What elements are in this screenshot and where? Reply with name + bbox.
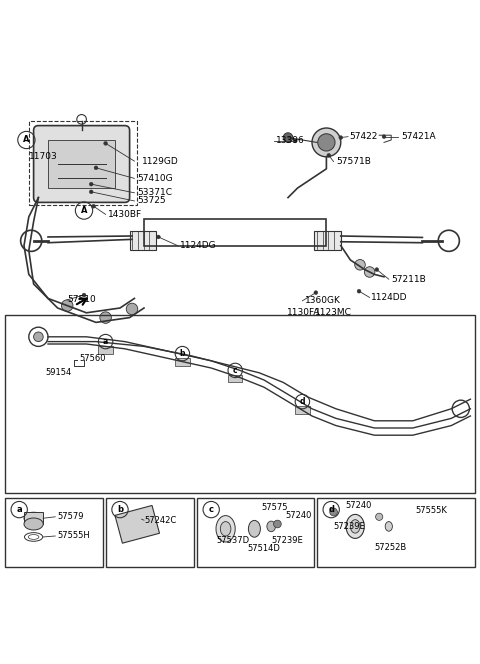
Bar (228, 375, 242, 382)
Text: 1130FA: 1130FA (287, 308, 320, 317)
Text: 57510: 57510 (67, 295, 96, 304)
Text: b: b (117, 505, 123, 514)
Bar (5, 315, 475, 493)
Bar (5, 497, 103, 567)
Text: 1124DD: 1124DD (371, 293, 408, 302)
Ellipse shape (346, 515, 364, 539)
Circle shape (357, 290, 361, 293)
Bar (115, 505, 159, 543)
Bar (197, 497, 314, 567)
Text: 57239E: 57239E (271, 537, 303, 545)
Circle shape (61, 300, 73, 311)
Bar (106, 497, 194, 567)
Bar (130, 230, 156, 250)
Text: 57240: 57240 (346, 501, 372, 510)
Text: 1360GK: 1360GK (305, 296, 341, 305)
Text: 57514D: 57514D (247, 544, 280, 554)
Circle shape (327, 153, 331, 157)
Text: c: c (209, 505, 214, 514)
Circle shape (89, 182, 93, 186)
Circle shape (94, 166, 98, 170)
Text: 57555H: 57555H (58, 531, 90, 540)
Ellipse shape (24, 518, 43, 530)
Text: c: c (233, 366, 238, 375)
Circle shape (293, 139, 297, 143)
Text: 57555K: 57555K (415, 506, 447, 515)
Circle shape (89, 190, 93, 194)
Text: 11703: 11703 (29, 152, 58, 161)
Circle shape (355, 260, 365, 270)
Ellipse shape (216, 516, 235, 542)
Ellipse shape (267, 521, 276, 532)
Text: 57242C: 57242C (144, 516, 176, 525)
Circle shape (92, 205, 96, 208)
FancyBboxPatch shape (34, 125, 130, 203)
Text: 1124DG: 1124DG (180, 241, 216, 250)
Circle shape (126, 303, 138, 315)
Ellipse shape (350, 520, 360, 533)
Text: 57421A: 57421A (401, 132, 435, 141)
Circle shape (312, 128, 341, 157)
Bar (175, 359, 190, 366)
Bar (29, 121, 137, 205)
Bar (98, 347, 113, 354)
Bar (295, 406, 310, 414)
Text: d: d (300, 397, 305, 406)
Bar (48, 140, 115, 188)
Text: 53725: 53725 (137, 197, 166, 205)
Text: d: d (328, 505, 334, 514)
Text: A: A (81, 206, 87, 215)
Circle shape (364, 267, 375, 278)
Circle shape (156, 235, 160, 239)
Bar (144, 219, 326, 246)
Text: 57537D: 57537D (216, 537, 249, 545)
Circle shape (330, 508, 337, 516)
Circle shape (375, 268, 379, 272)
Circle shape (34, 332, 43, 341)
Circle shape (339, 135, 343, 139)
Text: 59154: 59154 (46, 369, 72, 377)
Text: 57560: 57560 (79, 354, 106, 363)
Text: 1129GD: 1129GD (142, 157, 179, 166)
Ellipse shape (249, 521, 260, 537)
Circle shape (382, 135, 386, 139)
Text: 13396: 13396 (276, 137, 305, 145)
Circle shape (314, 291, 318, 295)
Text: 57571B: 57571B (336, 157, 371, 166)
Circle shape (318, 133, 335, 151)
Text: 57422: 57422 (349, 132, 378, 141)
Bar (317, 497, 475, 567)
Ellipse shape (385, 522, 393, 531)
Text: A: A (23, 135, 30, 145)
Text: 53371C: 53371C (137, 189, 172, 197)
Text: a: a (16, 505, 22, 514)
Bar (24, 512, 43, 524)
Ellipse shape (220, 522, 231, 536)
Circle shape (100, 312, 111, 323)
Bar (314, 230, 341, 250)
Circle shape (104, 141, 108, 145)
Ellipse shape (376, 513, 383, 521)
Text: 57410G: 57410G (137, 174, 172, 183)
Text: 57240: 57240 (286, 511, 312, 520)
Circle shape (283, 133, 293, 142)
Circle shape (274, 520, 281, 528)
Text: 57211B: 57211B (391, 275, 426, 284)
Circle shape (82, 293, 86, 297)
Text: 57239E: 57239E (334, 522, 365, 531)
Text: 57575: 57575 (262, 503, 288, 512)
Text: b: b (180, 349, 185, 358)
Text: a: a (103, 337, 108, 346)
Text: 57252B: 57252B (374, 544, 407, 552)
Text: 57579: 57579 (58, 513, 84, 521)
Text: 1430BF: 1430BF (108, 210, 142, 219)
Ellipse shape (24, 512, 43, 525)
Text: 1123MC: 1123MC (315, 308, 352, 317)
